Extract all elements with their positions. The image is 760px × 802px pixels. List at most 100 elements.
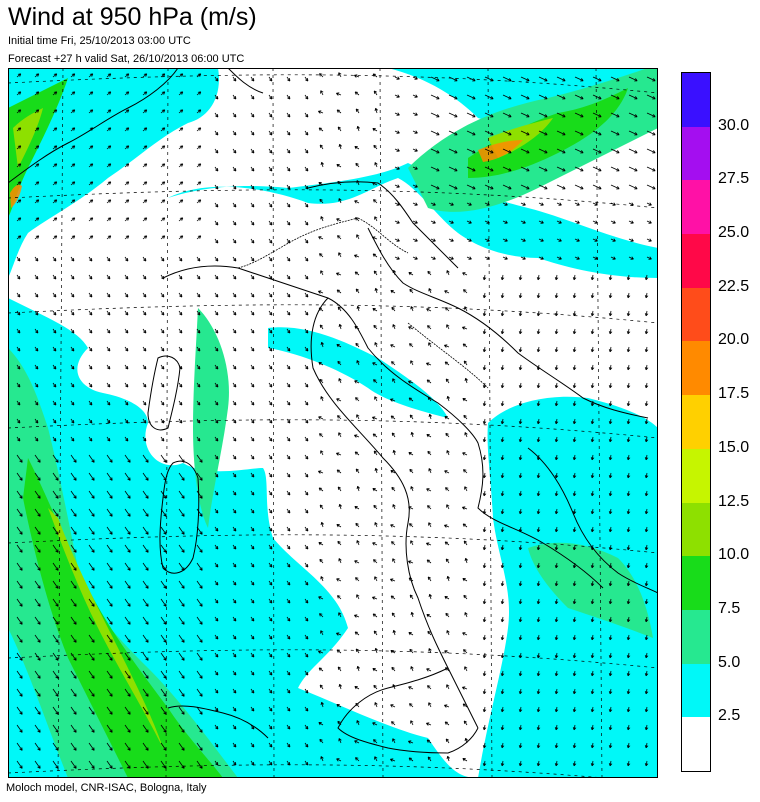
wind-arrow xyxy=(518,364,523,371)
wind-arrow xyxy=(554,382,559,389)
wind-arrow xyxy=(268,292,273,298)
wind-arrow xyxy=(626,544,631,551)
legend-label: 22.5 xyxy=(718,277,750,295)
wind-arrow xyxy=(644,598,649,605)
wind-arrow xyxy=(644,580,649,587)
national-borders xyxy=(237,217,489,389)
wind-arrow xyxy=(464,612,468,618)
wind-arrow xyxy=(232,346,237,352)
wind-arrow xyxy=(16,328,21,334)
wind-arrow xyxy=(124,742,131,751)
wind-arrow xyxy=(142,91,148,96)
wind-arrow xyxy=(518,472,523,479)
wind-arrow xyxy=(610,148,620,154)
wind-arrow xyxy=(484,220,490,224)
wind-arrow xyxy=(319,433,324,438)
wind-arrow xyxy=(250,202,255,208)
wind-arrow xyxy=(574,256,580,260)
wind-arrow xyxy=(70,490,77,499)
wind-arrow xyxy=(628,238,634,242)
wind-arrow xyxy=(160,652,167,661)
wind-arrow xyxy=(16,382,21,388)
wind-arrow xyxy=(52,670,59,679)
wind-arrow xyxy=(318,722,324,726)
wind-arrow xyxy=(142,163,148,168)
wind-arrow xyxy=(336,578,342,582)
wind-arrow xyxy=(160,742,167,751)
wind-arrow xyxy=(410,540,414,546)
wind-arrow xyxy=(214,130,219,136)
wind-arrow xyxy=(268,238,273,244)
wind-arrow xyxy=(88,580,95,589)
wind-arrow xyxy=(268,184,273,190)
wind-arrow xyxy=(408,740,414,744)
wind-arrow xyxy=(286,328,291,334)
wind-arrow xyxy=(268,418,273,424)
wind-arrow xyxy=(373,144,378,150)
wind-arrow xyxy=(482,652,487,659)
wind-arrow xyxy=(354,326,360,330)
wind-arrow xyxy=(445,307,450,312)
wind-arrow xyxy=(628,94,638,100)
wind-arrow xyxy=(644,508,649,515)
wind-arrow xyxy=(392,324,396,330)
wind-arrow xyxy=(644,544,649,551)
wind-arrow xyxy=(16,145,22,150)
wind-arrow xyxy=(250,400,255,406)
wind-arrow xyxy=(88,526,95,535)
wind-arrow xyxy=(574,238,580,242)
wind-arrow xyxy=(304,418,309,424)
wind-arrow xyxy=(250,454,255,460)
wind-arrow xyxy=(626,328,631,335)
wind-arrow xyxy=(250,130,255,136)
wind-arrow xyxy=(427,396,432,402)
wind-arrow xyxy=(160,418,165,424)
wind-arrow xyxy=(554,454,559,461)
wind-arrow xyxy=(466,130,476,136)
wind-arrow xyxy=(268,274,273,280)
wind-arrow xyxy=(554,742,559,749)
wind-arrow xyxy=(52,544,59,553)
wind-arrow xyxy=(214,418,219,424)
wind-arrow xyxy=(196,163,202,168)
wind-arrow xyxy=(142,706,149,715)
wind-arrow xyxy=(482,292,487,299)
wind-arrow xyxy=(337,415,342,420)
wind-arrow xyxy=(372,182,378,186)
wind-arrow xyxy=(286,562,291,568)
wind-arrow xyxy=(554,562,559,569)
wind-arrow xyxy=(178,163,184,168)
wind-arrow xyxy=(608,652,613,659)
wind-arrow xyxy=(518,688,523,695)
wind-arrow xyxy=(214,436,219,442)
wind-arrow xyxy=(286,256,291,262)
wind-arrow xyxy=(408,397,414,402)
wind-arrow xyxy=(392,378,396,384)
wind-arrow xyxy=(196,364,201,370)
wind-arrow xyxy=(232,760,237,766)
wind-arrow xyxy=(196,145,202,150)
coastline xyxy=(8,68,658,754)
wind-arrow xyxy=(160,616,167,625)
wind-arrow xyxy=(88,163,94,168)
wind-arrow xyxy=(70,616,77,625)
wind-arrow xyxy=(482,418,487,425)
wind-arrow xyxy=(572,742,577,749)
wind-arrow xyxy=(336,649,342,654)
wind-arrow xyxy=(304,490,309,496)
wind-arrow xyxy=(626,364,631,371)
wind-arrow xyxy=(196,199,202,204)
wind-arrow xyxy=(52,91,58,96)
wind-arrow xyxy=(426,362,432,366)
wind-arrow xyxy=(336,758,342,762)
wind-arrow xyxy=(644,400,649,407)
wind-arrow xyxy=(70,526,77,535)
wind-arrow xyxy=(409,414,414,420)
wind-arrow xyxy=(52,292,57,298)
wind-arrow xyxy=(16,436,21,442)
wind-arrow xyxy=(500,562,505,569)
wind-arrow xyxy=(16,508,23,517)
wind-arrow xyxy=(268,310,273,316)
wind-arrow xyxy=(462,758,468,762)
wind-arrow xyxy=(178,181,184,186)
